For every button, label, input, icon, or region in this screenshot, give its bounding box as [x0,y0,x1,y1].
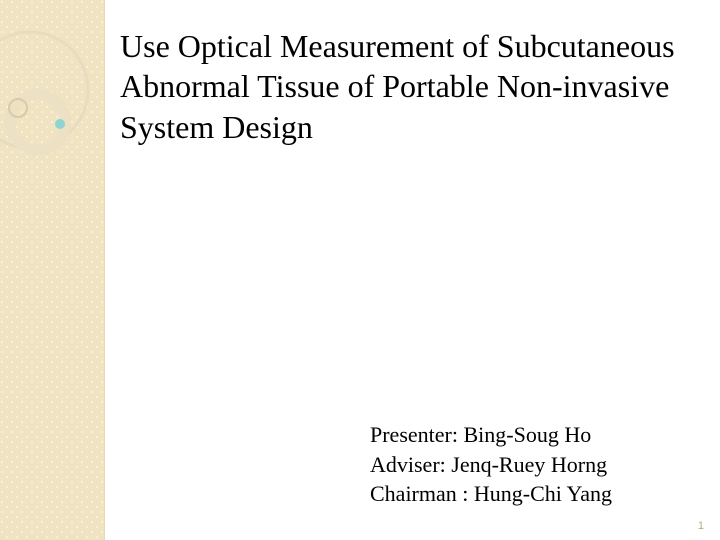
slide-title: Use Optical Measurement of Subcutaneous … [120,26,700,147]
page-number: 1 [698,520,704,532]
decorative-circles [0,30,130,190]
adviser-line: Adviser: Jenq-Ruey Horng [370,450,700,480]
credits-block: Presenter: Bing-Soug Ho Adviser: Jenq-Ru… [370,420,700,509]
chairman-line: Chairman : Hung-Chi Yang [370,479,700,509]
presenter-line: Presenter: Bing-Soug Ho [370,420,700,450]
